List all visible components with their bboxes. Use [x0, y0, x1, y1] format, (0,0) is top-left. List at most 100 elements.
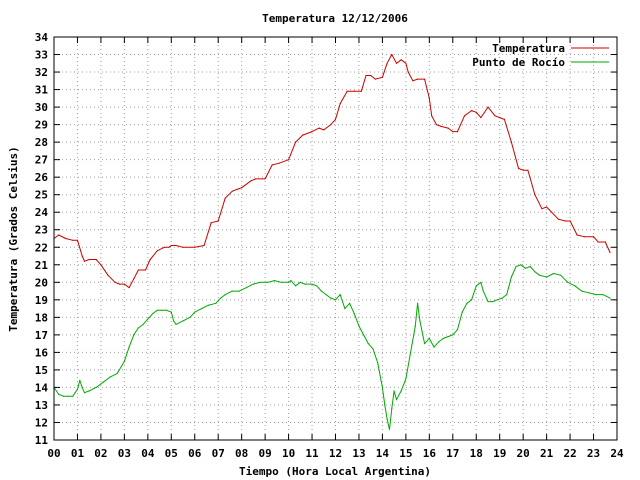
data-point: [360, 90, 362, 92]
data-point: [384, 404, 386, 406]
data-point: [405, 62, 407, 64]
y-tick-label: 12: [35, 416, 48, 429]
y-tick-label: 22: [35, 241, 48, 254]
data-point: [395, 399, 398, 401]
data-point: [471, 110, 473, 112]
data-point: [299, 281, 301, 283]
data-point: [609, 251, 611, 254]
x-tick-label: 05: [165, 447, 178, 460]
data-point: [161, 309, 163, 311]
y-tick-label: 32: [35, 66, 48, 79]
series-group: [53, 53, 611, 431]
data-point: [574, 285, 576, 287]
data-point: [88, 258, 90, 261]
data-point: [175, 323, 177, 325]
data-point: [602, 294, 604, 296]
data-point: [58, 393, 60, 395]
data-point: [304, 283, 306, 285]
data-point: [116, 372, 118, 374]
data-point: [325, 294, 327, 296]
data-point: [128, 346, 130, 348]
data-point: [419, 320, 421, 322]
data-point: [58, 234, 60, 236]
y-tick-label: 17: [35, 329, 48, 342]
data-point: [166, 309, 168, 311]
data-point: [83, 260, 86, 262]
x-tick-label: 02: [94, 447, 107, 460]
x-tick-label: 10: [282, 447, 295, 460]
data-point: [553, 272, 555, 275]
data-point: [271, 164, 273, 166]
x-tick-label: 14: [376, 447, 390, 460]
data-point: [81, 255, 83, 257]
data-point: [546, 276, 548, 278]
data-point: [163, 246, 165, 248]
data-point: [290, 280, 292, 282]
y-tick-label: 11: [35, 434, 49, 447]
data-point: [492, 301, 494, 303]
data-point: [266, 281, 269, 283]
data-point: [273, 280, 276, 282]
x-tick-label: 17: [446, 447, 459, 460]
series-punto-de-rocio: [53, 264, 611, 431]
data-point: [224, 197, 226, 199]
data-point: [374, 78, 376, 80]
data-point: [400, 390, 402, 392]
data-point: [456, 131, 459, 133]
data-point: [88, 390, 90, 392]
data-point: [264, 178, 266, 180]
data-point: [405, 378, 407, 380]
data-point: [288, 281, 290, 283]
legend-label-temperatura: Temperatura: [492, 42, 565, 55]
data-point: [456, 329, 459, 331]
x-tick-label: 07: [212, 447, 225, 460]
data-point: [592, 236, 595, 238]
data-point: [201, 308, 203, 310]
data-point: [372, 348, 374, 350]
data-point: [133, 278, 135, 280]
data-point: [604, 241, 606, 243]
data-point: [245, 287, 247, 289]
data-point: [410, 351, 412, 353]
data-point: [128, 287, 130, 289]
data-point: [475, 285, 477, 287]
data-point: [524, 267, 527, 269]
x-tick-label: 04: [141, 447, 155, 460]
data-point: [278, 162, 280, 164]
data-point: [189, 316, 191, 318]
y-tick-label: 31: [35, 84, 49, 97]
data-point: [428, 337, 430, 339]
data-point: [65, 237, 67, 240]
data-point: [147, 318, 149, 320]
y-tick-label: 28: [35, 136, 48, 149]
data-point: [76, 388, 79, 390]
data-point: [407, 71, 409, 73]
data-point: [400, 59, 402, 61]
data-point: [428, 97, 430, 99]
data-point: [381, 76, 383, 78]
x-axis-label: Tiempo (Hora Local Argentina): [239, 465, 431, 478]
data-point: [496, 299, 498, 301]
legend-label-punto-de-rocio: Punto de Rocío: [472, 56, 565, 69]
data-point: [344, 308, 346, 310]
data-point: [168, 246, 170, 248]
data-point: [339, 294, 341, 296]
data-point: [522, 169, 524, 171]
data-point: [320, 290, 322, 292]
data-point: [72, 239, 74, 241]
data-point: [203, 244, 205, 247]
data-point: [461, 311, 463, 313]
data-point: [231, 190, 233, 192]
data-point: [170, 311, 172, 313]
data-point: [76, 239, 79, 241]
y-tick-label: 15: [35, 364, 48, 377]
data-point: [236, 188, 238, 190]
data-point: [395, 62, 398, 64]
data-point: [417, 78, 419, 80]
data-point: [440, 125, 442, 127]
data-point: [438, 341, 440, 343]
data-point: [564, 220, 567, 222]
data-point: [95, 258, 97, 261]
